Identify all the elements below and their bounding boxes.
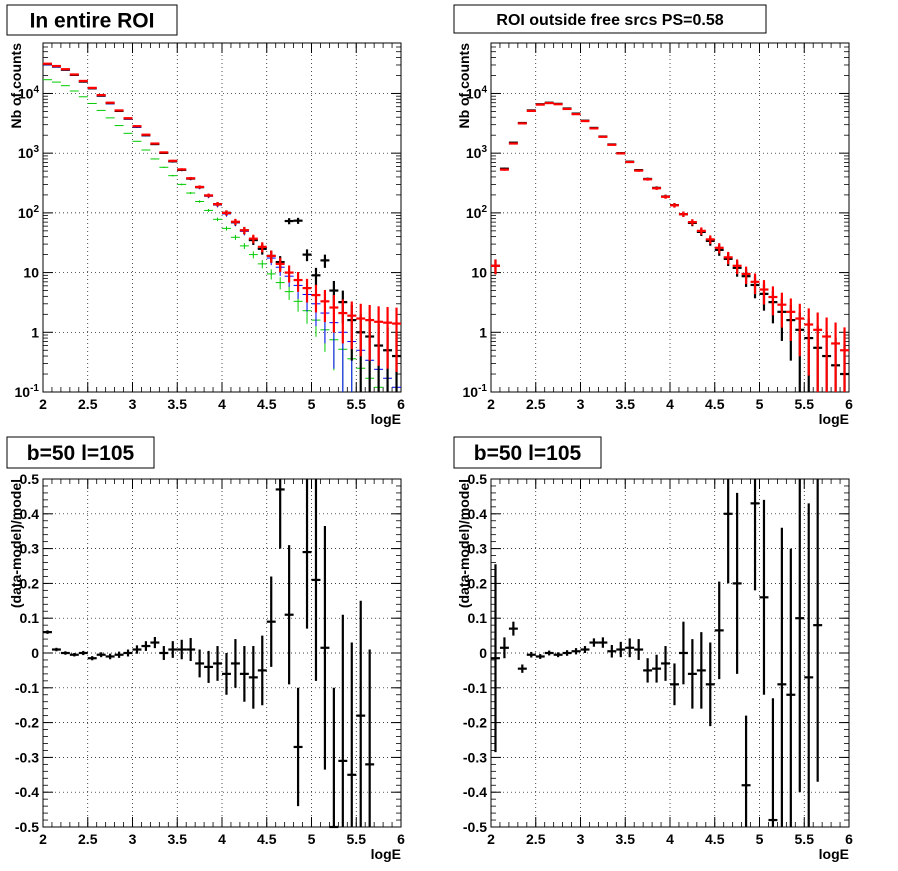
x-tick-label: 4.5 [257,831,277,847]
x-tick-label: 2.5 [526,831,546,847]
y-tick-label: 10 [23,265,39,281]
y-tick-label: 10-1 [463,383,488,400]
y-tick-label: 10 [471,265,487,281]
x-tick-label: 3.5 [616,396,636,412]
x-tick-label: 5 [756,831,764,847]
y-tick-label: 0.4 [20,506,40,522]
y-tick-label: 102 [466,204,488,221]
x-tick-label: 4.5 [705,831,725,847]
y-axis-label: Nb of counts [8,43,24,129]
y-tick-label: -0.3 [463,749,487,765]
y-tick-label: 0.2 [20,575,40,591]
x-tick-label: 2.5 [78,831,98,847]
y-tick-label: 104 [466,84,488,101]
x-tick-label: 4 [218,831,226,847]
y-tick-label: 1 [479,324,487,340]
x-tick-label: 2 [487,396,495,412]
y-tick-label: 0.3 [20,541,40,557]
y-tick-label: 0.2 [468,575,488,591]
y-axis-label: (data-model)/model [456,479,472,608]
title-box [6,436,155,469]
x-tick-label: 5.5 [795,396,815,412]
x-tick-label: 6 [845,831,853,847]
x-tick-label: 6 [397,396,405,412]
y-tick-label: 0 [479,645,487,661]
series-model [43,62,401,372]
x-tick-label: 5 [756,396,764,412]
x-tick-label: 4 [666,831,674,847]
chart-title: b=50 l=105 [474,442,582,465]
series-data [43,479,375,829]
x-tick-label: 5.5 [347,396,367,412]
x-tick-label: 4.5 [257,396,277,412]
y-tick-label: -0.3 [15,749,39,765]
chart-panel-3: 2 2.5 3 3.5 4 4.5 5 5.5 6 -0.5 -0.4 -0.3 -0.2 -0.1 0 0.… [6,436,405,862]
x-tick-label: 3.5 [616,831,636,847]
x-tick-label: 6 [845,396,853,412]
y-tick-label: 1 [31,324,39,340]
x-axis-label: logE [371,411,401,427]
x-tick-label: 5.5 [347,831,367,847]
y-tick-label: 102 [18,204,40,221]
y-tick-label: 0.3 [468,541,488,557]
y-axis-label: (data-model)/model [8,479,24,608]
y-tick-label: 10-1 [15,383,40,400]
series-model [491,101,849,392]
x-tick-label: 3.5 [168,831,188,847]
plot-frame [490,42,850,393]
y-tick-label: -0.5 [15,819,39,835]
chart-panel-4: 2 2.5 3 3.5 4 4.5 5 5.5 6 -0.5 -0.4 -0.3 -0.2 -0.1 0 0.… [453,436,853,862]
y-tick-label: -0.5 [463,819,487,835]
x-tick-label: 3 [129,831,137,847]
y-tick-label: 103 [466,144,488,161]
y-axis-label: Nb of counts [456,43,472,129]
chart-title: b=50 l=105 [27,442,135,465]
x-tick-label: 5.5 [795,831,815,847]
x-tick-label: 4 [218,396,226,412]
x-tick-label: 3 [577,396,585,412]
y-tick-label: -0.2 [463,715,487,731]
y-tick-label: 104 [18,84,40,101]
x-tick-label: 3 [129,396,137,412]
plot-frame [42,42,402,393]
y-tick-label: 0.5 [468,471,488,487]
x-tick-label: 3 [577,831,585,847]
y-tick-label: 0 [31,645,39,661]
x-axis-label: logE [371,846,401,862]
y-tick-label: -0.4 [15,784,39,800]
chart-panel-2: 2 2.5 3 3.5 4 4.5 5 5.5 6 10-1 1 10 102 103 104 logE Nb … [453,4,853,427]
y-tick-label: 0.1 [20,610,40,626]
title-box [6,4,178,36]
x-tick-label: 3.5 [168,396,188,412]
y-tick-label: -0.4 [463,784,487,800]
y-tick-label: -0.1 [15,680,39,696]
y-tick-label: 103 [18,144,40,161]
x-tick-label: 2.5 [78,396,98,412]
x-tick-label: 4 [666,396,674,412]
x-tick-label: 4.5 [705,396,725,412]
title-box [453,436,602,469]
x-tick-label: 6 [397,831,405,847]
x-tick-label: 5 [308,396,316,412]
x-tick-label: 2 [487,831,495,847]
chart-title: In entire ROI [30,10,155,33]
y-tick-label: -0.1 [463,680,487,696]
x-tick-label: 2 [39,831,47,847]
x-tick-label: 5 [308,831,316,847]
series-data [491,479,823,827]
y-tick-label: 0.5 [20,471,40,487]
x-axis-label: logE [819,411,849,427]
y-tick-label: 0.4 [468,506,488,522]
title-box [453,4,767,34]
y-tick-label: -0.2 [15,715,39,731]
x-tick-label: 2.5 [526,396,546,412]
x-axis-label: logE [819,846,849,862]
chart-panel-1: 2 2.5 3 3.5 4 4.5 5 5.5 6 10-1 1 10 102 103 104 logE Nb … [6,4,405,427]
x-tick-label: 2 [39,396,47,412]
y-tick-label: 0.1 [468,610,488,626]
chart-title: ROI outside free srcs PS=0.58 [496,12,723,29]
